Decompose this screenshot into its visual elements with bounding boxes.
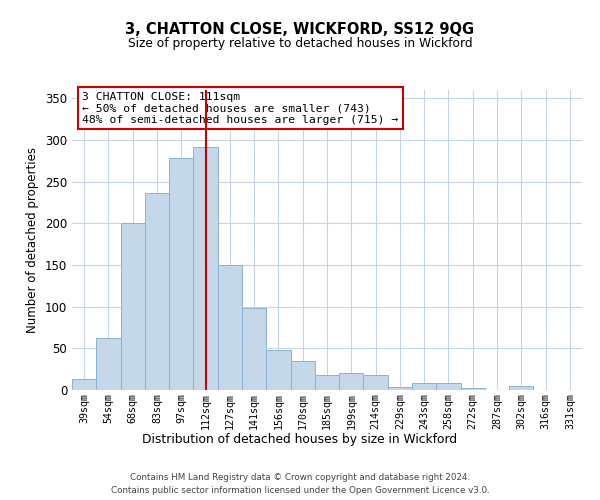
Bar [509, 386, 533, 390]
Bar [242, 308, 266, 390]
Bar [461, 388, 485, 390]
Text: Contains public sector information licensed under the Open Government Licence v3: Contains public sector information licen… [110, 486, 490, 495]
Bar [315, 375, 339, 390]
Bar [72, 379, 96, 390]
Y-axis label: Number of detached properties: Number of detached properties [26, 147, 40, 333]
Bar [96, 338, 121, 390]
Bar [364, 375, 388, 390]
Bar [290, 361, 315, 390]
Text: Contains HM Land Registry data © Crown copyright and database right 2024.: Contains HM Land Registry data © Crown c… [130, 472, 470, 482]
Bar [436, 384, 461, 390]
Bar [145, 192, 169, 390]
Text: Distribution of detached houses by size in Wickford: Distribution of detached houses by size … [142, 432, 458, 446]
Bar [266, 350, 290, 390]
Text: 3, CHATTON CLOSE, WICKFORD, SS12 9QG: 3, CHATTON CLOSE, WICKFORD, SS12 9QG [125, 22, 475, 38]
Bar [218, 265, 242, 390]
Text: Size of property relative to detached houses in Wickford: Size of property relative to detached ho… [128, 38, 472, 51]
Bar [121, 224, 145, 390]
Bar [193, 146, 218, 390]
Bar [412, 384, 436, 390]
Bar [339, 374, 364, 390]
Text: 3 CHATTON CLOSE: 111sqm
← 50% of detached houses are smaller (743)
48% of semi-d: 3 CHATTON CLOSE: 111sqm ← 50% of detache… [82, 92, 398, 124]
Bar [388, 386, 412, 390]
Bar [169, 158, 193, 390]
